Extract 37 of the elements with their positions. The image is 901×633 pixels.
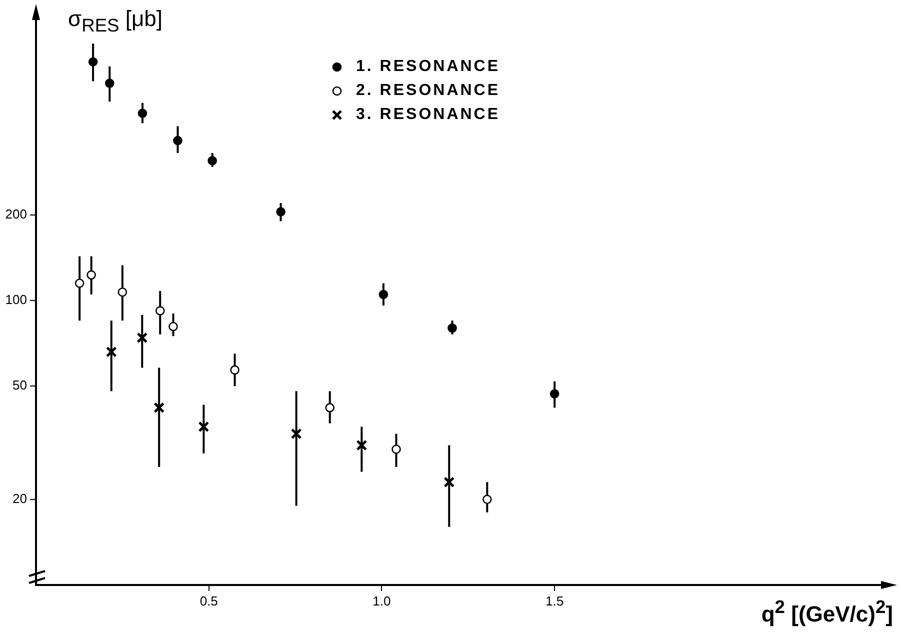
y-axis-title: σ$_{RES}$ [μb] [68, 6, 163, 36]
point [448, 323, 457, 333]
point [378, 290, 388, 300]
point [138, 108, 148, 118]
point [155, 306, 165, 316]
point [86, 270, 96, 280]
point [444, 476, 455, 488]
point [168, 322, 178, 332]
point [104, 78, 114, 88]
y-tick-label: 20 [12, 490, 27, 506]
point [136, 332, 148, 344]
point [392, 444, 401, 454]
legend-label: 3. RESONANCE [356, 106, 500, 124]
point [106, 346, 117, 358]
y-tick-label: 100 [5, 292, 27, 308]
x-axis-title: q$^{2}$ [(GeV/c)$^{2}$] [761, 596, 893, 628]
point [276, 207, 286, 216]
point [74, 278, 84, 288]
point [550, 389, 560, 398]
y-tick-label: 50 [12, 378, 27, 393]
point [290, 428, 302, 440]
legend-label: 1. RESONANCE [356, 58, 500, 76]
point [482, 494, 492, 504]
point [230, 365, 240, 375]
point [173, 136, 182, 146]
point [356, 440, 368, 451]
y-tick-label: 200 [5, 206, 27, 222]
point [198, 421, 210, 432]
point [154, 402, 165, 414]
x-tick-label: 0.5 [200, 593, 218, 608]
legend-label: 2. RESONANCE [356, 82, 500, 100]
x-tick-label: 1.5 [546, 593, 564, 608]
point [208, 156, 217, 166]
point [118, 287, 128, 297]
point [325, 403, 335, 412]
x-tick-label: 1.0 [372, 593, 391, 608]
point [88, 57, 98, 66]
